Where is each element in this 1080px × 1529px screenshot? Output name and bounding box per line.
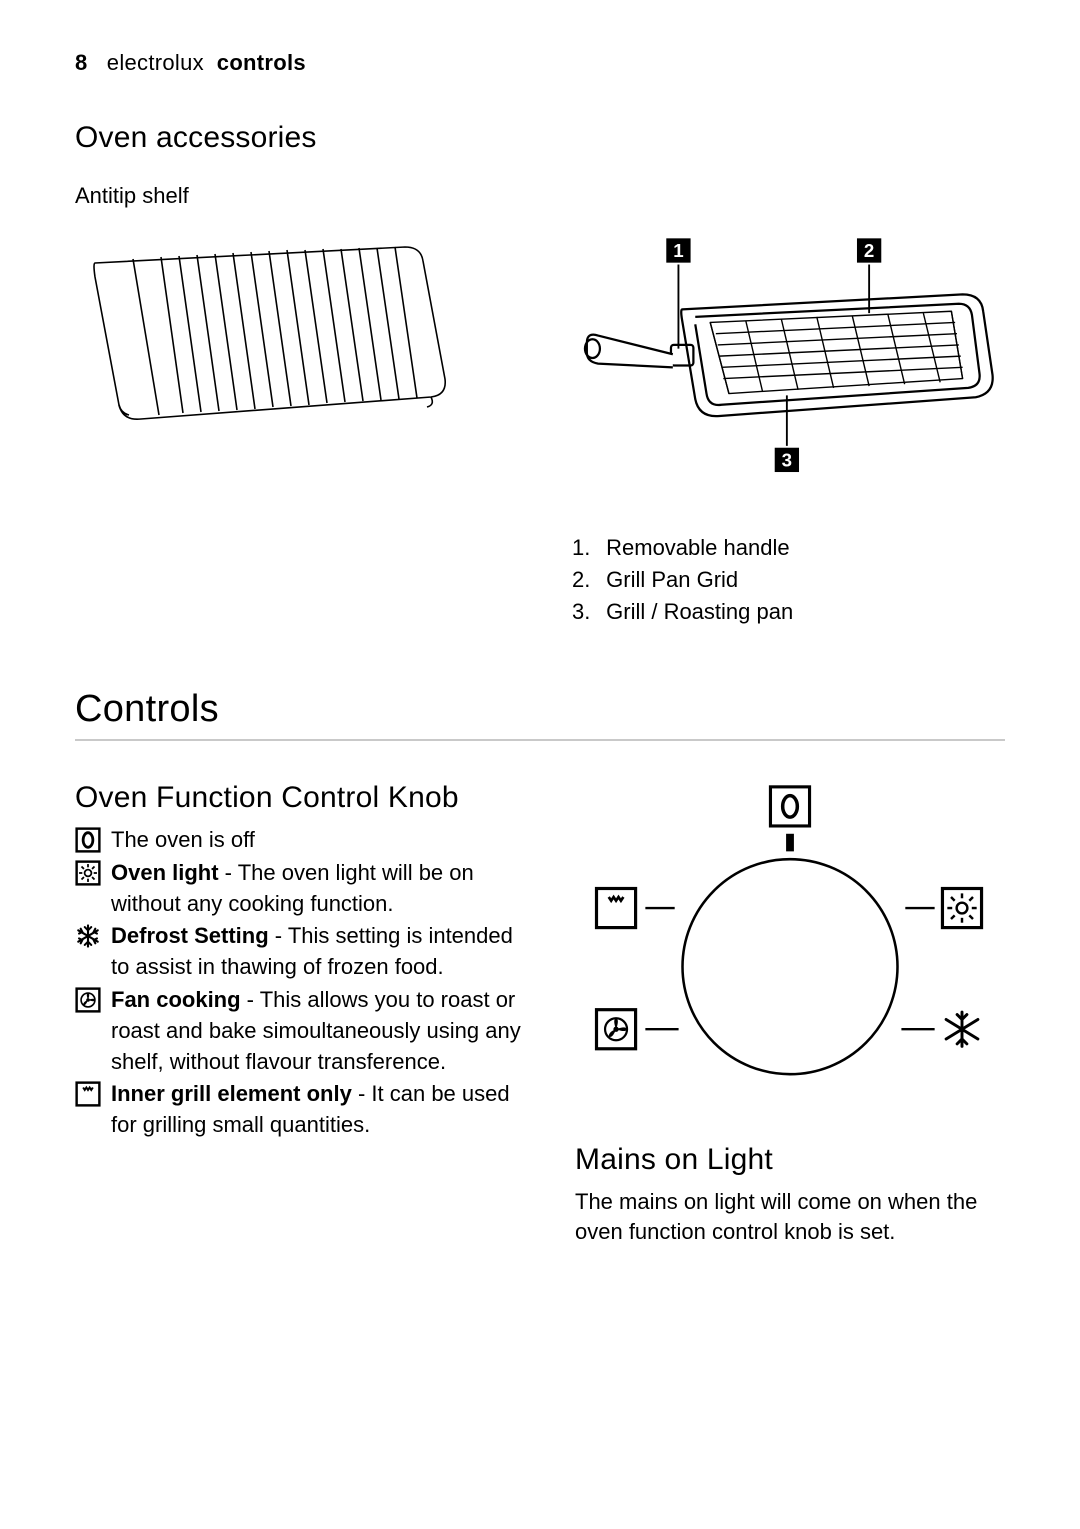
grillpan-marker-2: 2 <box>864 240 874 261</box>
function-fan-cooking: Fan cooking - This allows you to roast o… <box>75 985 535 1077</box>
grill-icon <box>75 1081 101 1107</box>
oven-accessories-title: Oven accessories <box>75 121 1005 155</box>
grillpan-marker-3: 3 <box>782 449 792 470</box>
grillpan-callout-2: 2. Grill Pan Grid <box>572 564 1005 596</box>
function-inner-grill: Inner grill element only - It can be use… <box>75 1079 535 1141</box>
oven-accessories-section: Oven accessories Antitip shelf <box>75 121 1005 628</box>
grill-pan-figure: 1 2 3 <box>570 229 1005 628</box>
antitip-shelf-label: Antitip shelf <box>75 183 1005 209</box>
section-rule <box>75 739 1005 741</box>
function-oven-light: Oven light - The oven light will be on w… <box>75 858 535 920</box>
brand: electrolux <box>107 50 204 75</box>
fan-icon <box>75 987 101 1013</box>
grillpan-callout-3: 3. Grill / Roasting pan <box>572 596 1005 628</box>
controls-title: Controls <box>75 688 1005 731</box>
function-off: The oven is off <box>75 825 535 856</box>
defrost-icon <box>75 923 101 949</box>
page-number: 8 <box>75 50 88 75</box>
mains-title: Mains on Light <box>575 1143 1005 1177</box>
knob-diagram <box>575 781 1005 1104</box>
function-defrost: Defrost Setting - This setting is intend… <box>75 921 535 983</box>
mains-on-light-section: Mains on Light The mains on light will c… <box>575 1143 1005 1249</box>
grillpan-marker-1: 1 <box>673 240 683 261</box>
antitip-shelf-figure <box>75 229 510 444</box>
controls-section: Controls Oven Function Control Knob The … <box>75 688 1005 1248</box>
header-section: controls <box>217 50 306 75</box>
knob-title: Oven Function Control Knob <box>75 781 535 815</box>
grillpan-callout-list: 1. Removable handle 2. Grill Pan Grid 3.… <box>570 532 1005 628</box>
light-icon <box>75 860 101 886</box>
grillpan-callout-1: 1. Removable handle <box>572 532 1005 564</box>
mains-text: The mains on light will come on when the… <box>575 1187 1005 1249</box>
zero-icon <box>75 827 101 853</box>
page-header: 8 electrolux controls <box>75 50 1005 76</box>
